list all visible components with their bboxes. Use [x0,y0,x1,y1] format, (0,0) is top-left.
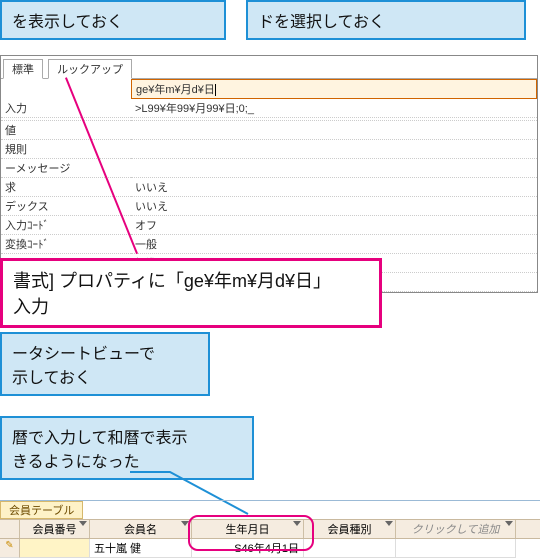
note-top-right: ドを選択しておく [246,0,526,40]
col-name[interactable]: 会員名 [90,520,192,538]
ds-line1: ータシートビューで [12,340,198,364]
prop-value-input[interactable]: >L99¥年99¥月99¥日;0;_ [131,99,537,118]
table-tab[interactable]: 会員テーブル [0,501,83,519]
format-text: ge¥年m¥月d¥日 [136,84,215,96]
col-add-label: クリックして追加 [412,524,500,536]
col-add[interactable]: クリックして追加 [396,520,516,538]
prop-value-ime[interactable]: オフ [131,216,537,235]
table-row: ✎ 五十嵐 健 S46年4月1日 [0,539,540,558]
ds-line2: 示しておく [12,364,198,388]
property-tabs: 標準 ルックアップ [1,56,537,78]
cell-kind[interactable] [304,539,396,558]
dropdown-icon[interactable] [385,521,393,526]
prop-value-msg[interactable] [131,159,537,178]
col-kind-label: 会員種別 [328,524,372,536]
col-dob[interactable]: 生年月日 [192,520,304,538]
pink-line2: 入力 [13,293,369,319]
record-selector[interactable]: ✎ [0,539,20,558]
prop-value-format[interactable]: ge¥年m¥月d¥日 [131,79,537,99]
res-line1: 暦で入力して和暦で表示 [12,424,242,448]
note-top-left: を表示しておく [0,0,226,40]
col-name-label: 会員名 [124,524,157,536]
prop-value-index[interactable]: いいえ [131,197,537,216]
record-selector-header[interactable] [0,520,20,538]
prop-label-msg: ーメッセージ [1,159,131,178]
note-format-instruction: 書式] プロパティに「ge¥年m¥月d¥日」 入力 [0,258,382,328]
pink-line1: 書式] プロパティに「ge¥年m¥月d¥日」 [13,267,369,293]
text-cursor [215,84,216,96]
prop-value-rule[interactable] [131,140,537,159]
prop-value-value[interactable] [131,121,537,140]
cell-add[interactable] [396,539,516,558]
prop-label-input: 入力 [1,99,131,118]
col-id-label: 会員番号 [33,524,77,536]
prop-label-conv: 変換ｺｰﾄﾞ [1,235,131,254]
dropdown-icon[interactable] [505,521,513,526]
res-line2: きるようになった [12,448,242,472]
note-result: 暦で入力して和暦で表示 きるようになった [0,416,254,480]
col-id[interactable]: 会員番号 [20,520,90,538]
prop-value-req[interactable]: いいえ [131,178,537,197]
table-header-row: 会員番号 会員名 生年月日 会員種別 クリックして追加 [0,519,540,539]
prop-label-value: 値 [1,121,131,140]
prop-label-ime: 入力ｺｰﾄﾞ [1,216,131,235]
col-dob-label: 生年月日 [226,524,270,536]
prop-label-rule: 規則 [1,140,131,159]
tab-lookup[interactable]: ルックアップ [48,59,132,79]
note-datasheet: ータシートビューで 示しておく [0,332,210,396]
prop-label-index: デックス [1,197,131,216]
dropdown-icon[interactable] [181,521,189,526]
cell-name[interactable]: 五十嵐 健 [90,539,192,558]
cell-id[interactable] [20,539,90,558]
dropdown-icon[interactable] [293,521,301,526]
tab-general[interactable]: 標準 [3,59,43,79]
dropdown-icon[interactable] [79,521,87,526]
cell-dob[interactable]: S46年4月1日 [192,539,304,558]
prop-value-conv[interactable]: 一般 [131,235,537,254]
datasheet-table: 会員テーブル 会員番号 会員名 生年月日 会員種別 クリックして追加 ✎ 五十嵐… [0,500,540,558]
col-kind[interactable]: 会員種別 [304,520,396,538]
